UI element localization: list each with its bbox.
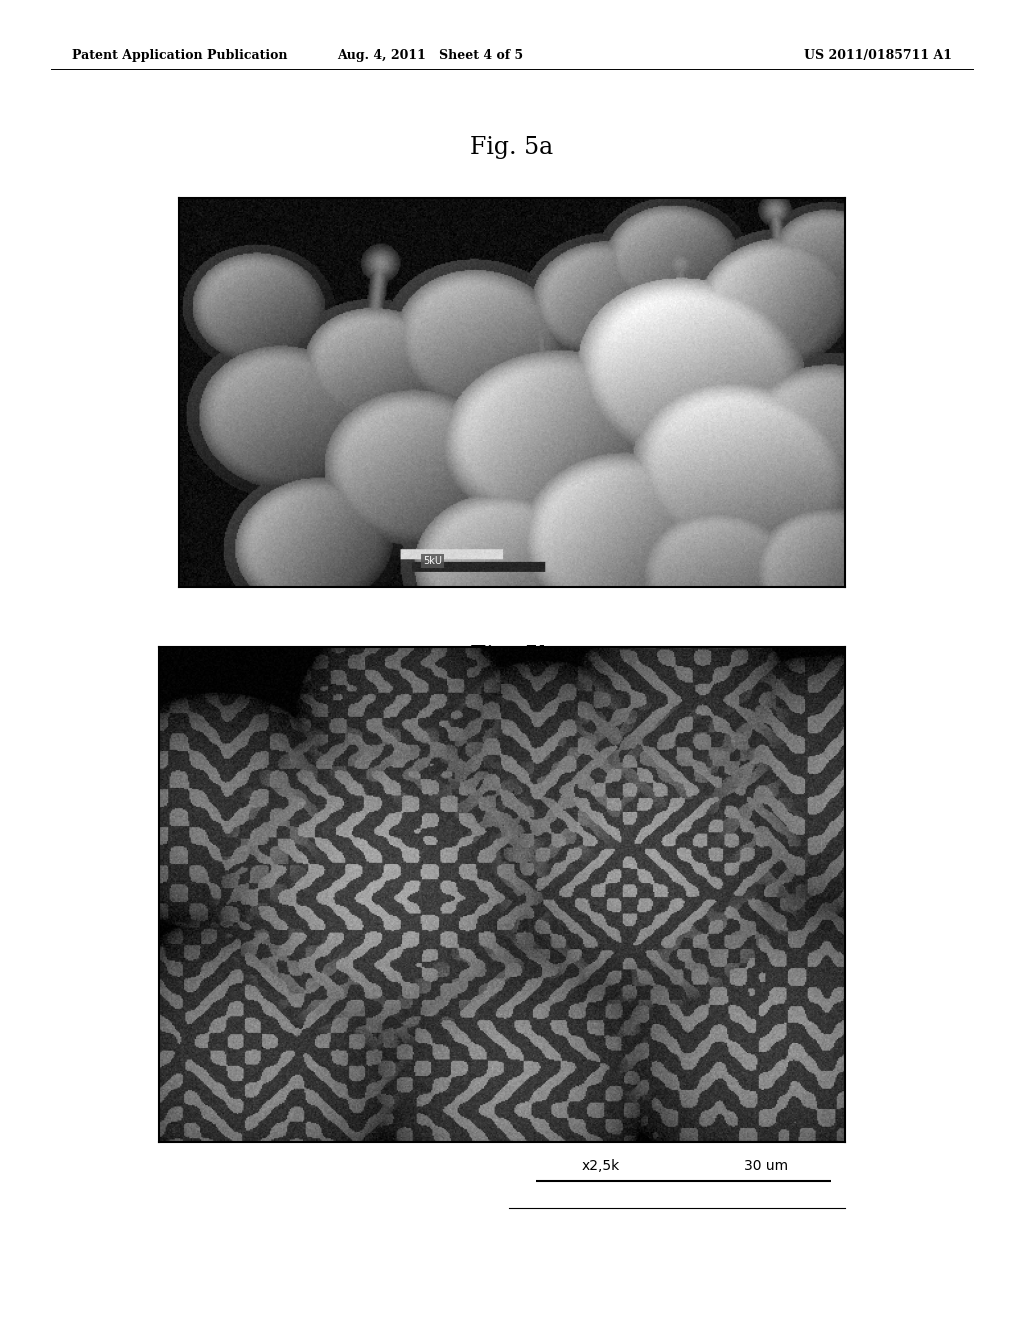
Text: Patent Application Publication: Patent Application Publication bbox=[72, 49, 287, 62]
Text: Aug. 4, 2011   Sheet 4 of 5: Aug. 4, 2011 Sheet 4 of 5 bbox=[337, 49, 523, 62]
Text: x2,5k: x2,5k bbox=[582, 1159, 621, 1172]
Text: Fig. 5b: Fig. 5b bbox=[470, 644, 554, 668]
Text: Fig. 5a: Fig. 5a bbox=[470, 136, 554, 160]
Text: 5kU: 5kU bbox=[423, 556, 442, 566]
Text: 30 um: 30 um bbox=[744, 1159, 788, 1172]
Text: US 2011/0185711 A1: US 2011/0185711 A1 bbox=[804, 49, 952, 62]
